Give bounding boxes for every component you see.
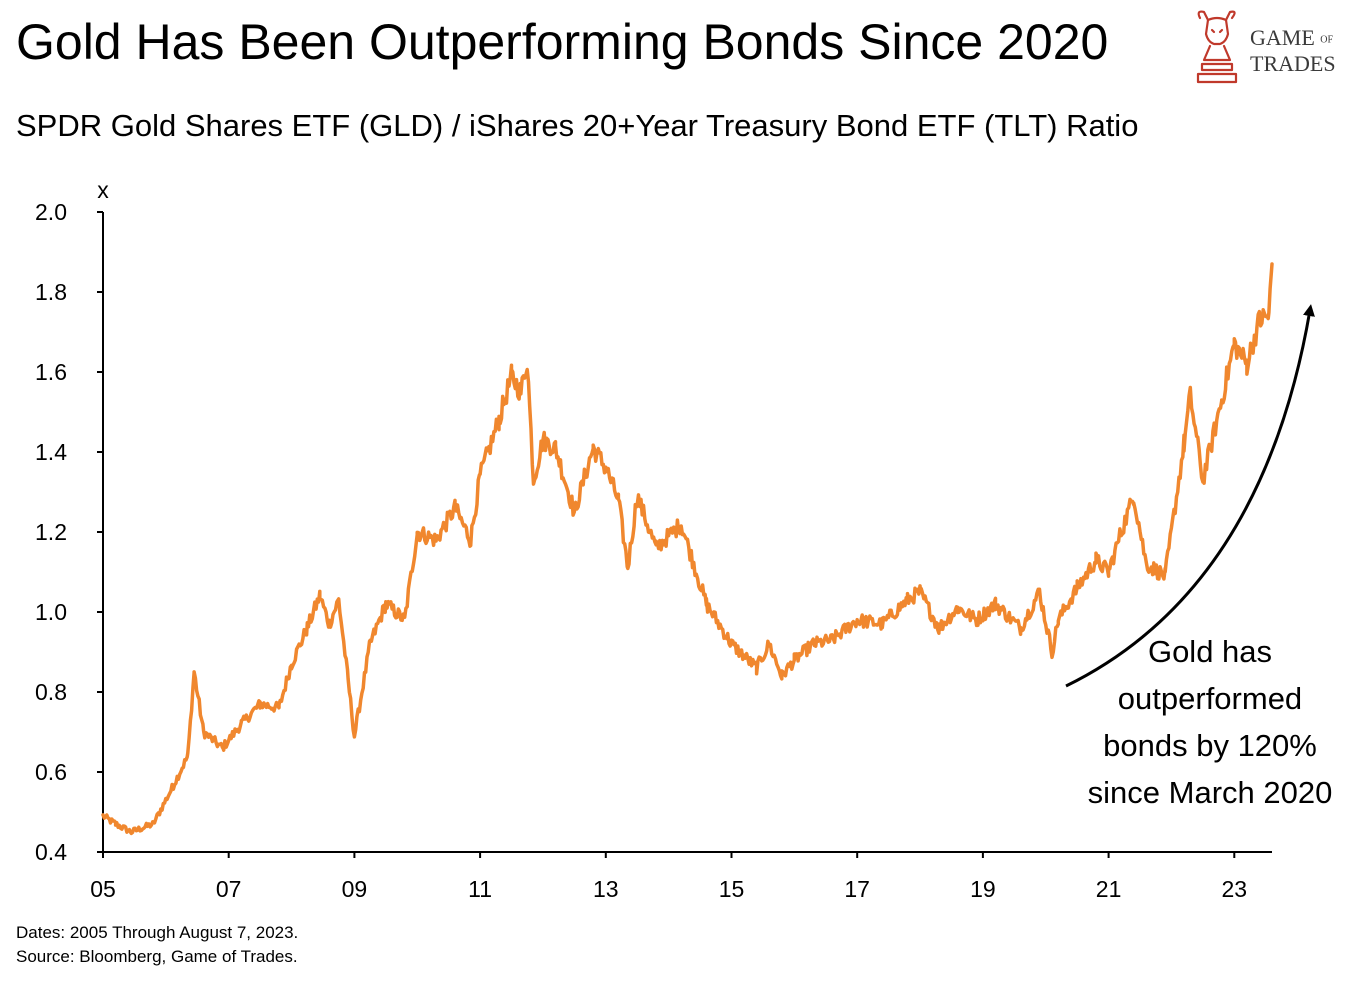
chart-subtitle: SPDR Gold Shares ETF (GLD) / iShares 20+… [16,108,1139,143]
y-tick-label: 1.6 [35,359,67,385]
annotation-line: Gold has [1147,634,1273,669]
y-tick-label: 0.4 [35,839,67,865]
y-tick-label: 0.6 [35,759,67,785]
x-tick-label: 11 [468,876,492,902]
x-tick-label: 15 [719,876,745,902]
annotation-line: since March 2020 [1087,775,1333,810]
x-tick-label: 21 [1096,876,1122,902]
x-tick-label: 07 [216,876,242,902]
y-tick-label: 2.0 [35,199,67,225]
logo-text-of: OF [1320,34,1334,46]
bull-chess-knight-icon [1196,10,1238,84]
y-axis-unit-label: x [97,177,109,203]
y-tick-label: 1.8 [35,279,67,305]
gld-tlt-ratio-series-line [101,262,1274,836]
x-tick-label: 09 [342,876,368,902]
annotation-line: bonds by 120% [1103,728,1317,763]
footnote-dates: Dates: 2005 Through August 7, 2023. [16,923,299,942]
x-tick-label: 05 [90,876,116,902]
game-of-trades-logo: GAME OF TRADES [1190,8,1360,88]
logo-text-trades: TRADES [1250,51,1336,76]
y-tick-label: 1.0 [35,599,67,625]
annotation-line: outperformed [1117,681,1303,716]
x-tick-label: 13 [593,876,619,902]
y-tick-label: 1.2 [35,519,67,545]
trend-arrow [1065,304,1315,688]
footnote-source: Source: Bloomberg, Game of Trades. [16,947,298,966]
y-tick-label: 1.4 [35,439,67,465]
annotation-text: Gold has outperformed bonds by 120% sinc… [1062,628,1358,816]
x-tick-label: 19 [970,876,996,902]
y-tick-label: 0.8 [35,679,67,705]
x-tick-label: 17 [844,876,870,902]
chart-title: Gold Has Been Outperforming Bonds Since … [16,14,1109,70]
logo-text-game: GAME [1250,25,1315,50]
x-tick-label: 23 [1221,876,1247,902]
